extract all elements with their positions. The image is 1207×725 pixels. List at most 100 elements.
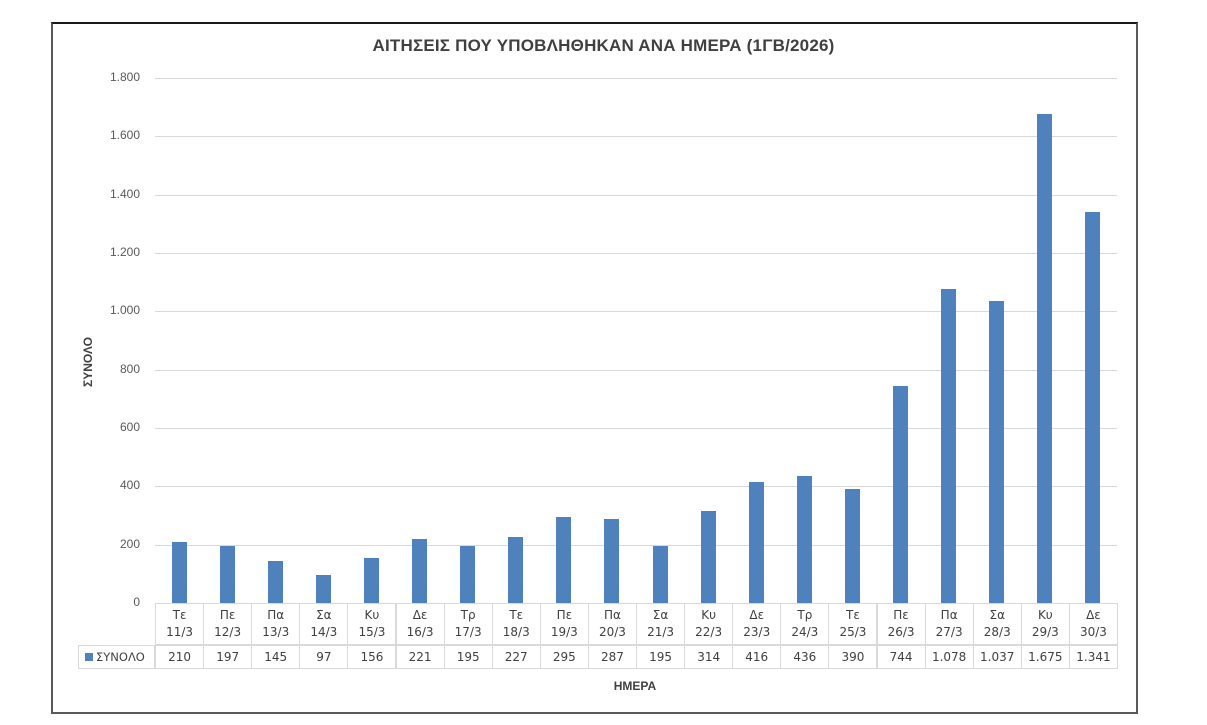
- category-label: Πε 26/3: [876, 603, 926, 645]
- category-day: Κυ: [701, 608, 717, 622]
- category-label: Κυ 29/3: [1020, 603, 1070, 645]
- category-day: Τρ: [797, 608, 813, 622]
- category-label: Τρ 17/3: [443, 603, 493, 645]
- category-day: Κυ: [364, 608, 380, 622]
- y-tick-label: 800: [119, 361, 140, 376]
- gridline: [155, 311, 1117, 312]
- data-value-cell: 197: [203, 645, 253, 669]
- category-label: Τε 18/3: [491, 603, 541, 645]
- category-label: Δε 30/3: [1068, 603, 1118, 645]
- bar: [844, 489, 860, 603]
- data-value-cell: 314: [684, 645, 734, 669]
- category-day: Πε: [219, 608, 236, 622]
- x-axis-label: ΗΜΕΡΑ: [613, 679, 657, 693]
- category-label: Πα 20/3: [587, 603, 637, 645]
- category-day: Τε: [846, 608, 860, 622]
- category-date: 12/3: [214, 625, 242, 639]
- gridline: [155, 428, 1117, 429]
- bar: [1037, 114, 1053, 603]
- data-value-cell: 416: [732, 645, 782, 669]
- category-date: 18/3: [502, 625, 530, 639]
- data-value-cell: 227: [491, 645, 541, 669]
- y-tick-label: 1.600: [109, 128, 140, 143]
- data-value-cell: 1.341: [1068, 645, 1118, 669]
- gridline: [155, 545, 1117, 546]
- category-date: 27/3: [935, 625, 963, 639]
- gridline: [155, 195, 1117, 196]
- y-tick-label: 1.000: [109, 303, 140, 318]
- data-value-cell: 436: [780, 645, 830, 669]
- data-value-cell: 1.037: [972, 645, 1022, 669]
- category-label: Πα 27/3: [924, 603, 974, 645]
- category-day: Δε: [749, 608, 765, 622]
- category-day: Πα: [267, 608, 285, 622]
- category-label: Δε 23/3: [732, 603, 782, 645]
- y-tick-label: 400: [119, 478, 140, 493]
- category-date: 29/3: [1031, 625, 1059, 639]
- y-tick-label: 1.400: [109, 186, 140, 201]
- y-tick-label: 1.200: [109, 245, 140, 259]
- bar: [219, 545, 235, 603]
- bar: [412, 538, 428, 603]
- category-day: Πε: [556, 608, 573, 622]
- category-day: Τε: [172, 608, 187, 622]
- category-day: Πε: [893, 608, 909, 622]
- category-label: Κυ 22/3: [684, 603, 734, 645]
- bar: [460, 546, 476, 603]
- y-tick-label: 200: [119, 536, 140, 551]
- category-label: Τρ 24/3: [780, 603, 830, 645]
- legend-entry: ΣΥΝΟΛΟ: [78, 645, 155, 669]
- category-day: Δε: [412, 608, 428, 622]
- category-label: Τε 25/3: [828, 603, 878, 645]
- bar: [363, 557, 379, 603]
- bar: [315, 574, 331, 603]
- data-value-cell: 210: [155, 645, 205, 669]
- data-value-cell: 295: [539, 645, 589, 669]
- category-date: 21/3: [647, 625, 675, 639]
- y-tick-label: 0: [133, 595, 140, 609]
- data-value-cell: 195: [636, 645, 686, 669]
- category-label: Πα 13/3: [251, 603, 301, 645]
- category-date: 30/3: [1079, 625, 1107, 639]
- category-day: Σα: [652, 608, 669, 622]
- bar: [652, 546, 668, 603]
- category-label: Σα 28/3: [972, 603, 1022, 645]
- data-value-cell: 97: [299, 645, 349, 669]
- bar: [700, 511, 716, 603]
- category-date: 23/3: [743, 625, 771, 639]
- category-label: Πε 12/3: [203, 603, 253, 645]
- gridline: [155, 486, 1117, 487]
- category-label: Δε 16/3: [395, 603, 445, 645]
- category-day: Τρ: [460, 608, 476, 622]
- data-value-cell: 156: [347, 645, 397, 669]
- category-date: 28/3: [983, 625, 1011, 639]
- category-date: 26/3: [887, 625, 915, 639]
- category-label: Κυ 15/3: [347, 603, 397, 645]
- legend-label: ΣΥΝΟΛΟ: [96, 650, 145, 664]
- category-label: Σα 21/3: [636, 603, 686, 645]
- category-day: Σα: [989, 608, 1005, 622]
- data-value-cell: 195: [443, 645, 493, 669]
- data-value-cell: 221: [395, 645, 445, 669]
- category-day: Πα: [940, 608, 958, 622]
- category-date: 17/3: [454, 625, 482, 639]
- data-value-cell: 145: [251, 645, 301, 669]
- chart-title: ΑΙΤΗΣΕΙΣ ΠΟΥ ΥΠΟΒΛΗΘΗΚΑΝ ΑΝΑ ΗΜΕΡΑ (1ΓΒ/…: [372, 36, 835, 55]
- category-date: 15/3: [358, 625, 386, 639]
- bar: [941, 288, 957, 603]
- bar: [1085, 211, 1101, 603]
- category-date: 11/3: [166, 625, 194, 639]
- data-value-cell: 390: [828, 645, 878, 669]
- bar: [796, 475, 812, 603]
- gridline: [155, 253, 1117, 254]
- data-value-cell: 1.078: [924, 645, 974, 669]
- category-label: Σα 14/3: [299, 603, 349, 645]
- bar: [748, 481, 764, 603]
- bar: [604, 519, 620, 603]
- bar: [989, 300, 1005, 603]
- category-date: 25/3: [839, 625, 867, 639]
- gridline: [155, 136, 1117, 137]
- legend-swatch-icon: [85, 653, 93, 661]
- category-day: Δε: [1086, 608, 1101, 622]
- category-date: 14/3: [310, 625, 338, 639]
